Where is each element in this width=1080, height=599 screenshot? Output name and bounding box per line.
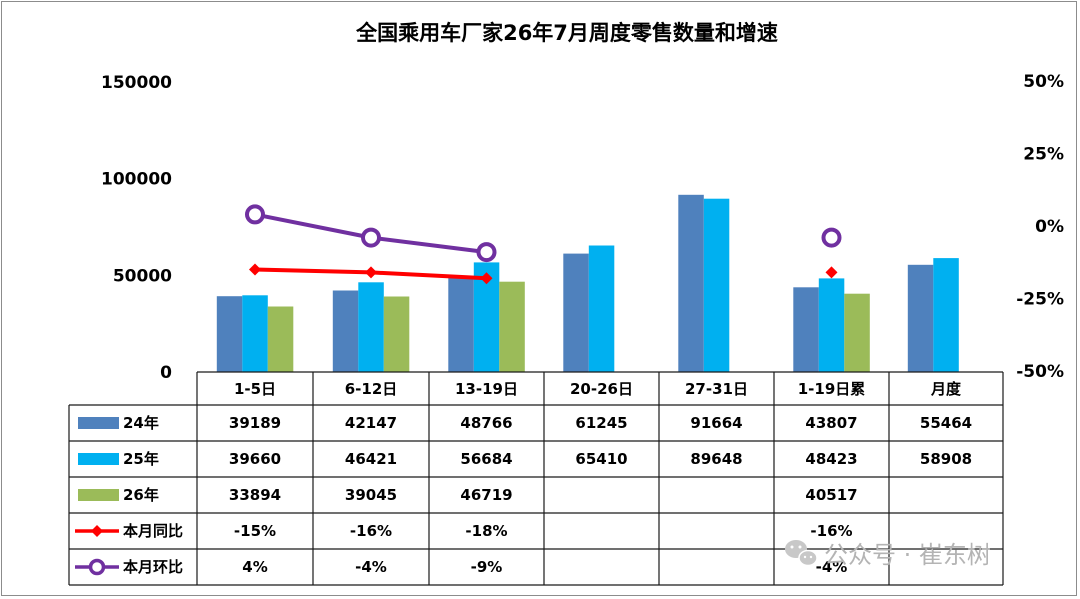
bar-24年-13-19日 <box>448 277 474 372</box>
table-value: 43807 <box>805 414 857 432</box>
y2-tick-label: -50% <box>1016 362 1064 382</box>
bar-25年-1-19日累 <box>818 278 845 372</box>
table-value: -4% <box>816 558 848 576</box>
x-category-label: 6-12日 <box>345 380 398 398</box>
legend-marker-本月环比 <box>88 558 106 576</box>
x-category-label: 13-19日 <box>455 380 518 398</box>
table-value: 39189 <box>229 414 281 432</box>
bar-26年-13-19日 <box>499 281 525 372</box>
table-value: 33894 <box>229 486 281 504</box>
point-本月同比 <box>249 263 261 276</box>
bar-25年-1-5日 <box>242 295 268 372</box>
legend-label: 25年 <box>123 450 159 468</box>
legend-label: 本月环比 <box>123 558 183 576</box>
point-本月环比 <box>821 227 842 248</box>
table-value: -15% <box>234 522 276 540</box>
table-value: 56684 <box>460 450 512 468</box>
y-tick-label: 50000 <box>113 266 172 286</box>
table-value: 42147 <box>345 414 397 432</box>
legend-key-26年 <box>78 489 119 501</box>
bar-26年-6-12日 <box>383 296 410 372</box>
bar-25年-27-31日 <box>703 198 730 372</box>
bar-24年-27-31日 <box>678 194 704 372</box>
y-tick-label: 100000 <box>101 170 172 190</box>
legend-label: 24年 <box>123 414 159 432</box>
bar-24年-1-19日累 <box>793 287 819 372</box>
x-category-label: 1-19日累 <box>798 380 866 398</box>
bars <box>216 194 959 372</box>
table-value: 89648 <box>690 450 742 468</box>
table-value: 4% <box>242 558 267 576</box>
legend-label: 本月同比 <box>123 522 183 540</box>
legend-key-24年 <box>78 417 119 429</box>
data-table: 1-5日 6-12日 13-19日 20-26日 27-31日 1-19日累 月度 24年 39… <box>68 371 1004 586</box>
bar-24年-20-26日 <box>563 253 589 372</box>
table-value: -4% <box>355 558 387 576</box>
bar-25年-6-12日 <box>358 282 384 372</box>
point-本月环比 <box>361 227 381 248</box>
y-tick-label: 0 <box>160 363 172 383</box>
bar-25年-月度 <box>933 258 959 372</box>
legend-key-25年 <box>78 453 119 465</box>
table-value: 46421 <box>345 450 397 468</box>
table-value: -18% <box>465 522 507 540</box>
table-value: 55464 <box>920 414 972 432</box>
table-value: 40517 <box>805 486 857 504</box>
table-value: 46719 <box>460 486 512 504</box>
y2-tick-label: 50% <box>1023 72 1064 92</box>
legend-label: 26年 <box>123 486 159 504</box>
table-value: -16% <box>810 522 852 540</box>
point-本月同比 <box>825 266 838 279</box>
y2-tick-label: 25% <box>1023 145 1064 165</box>
watermark-text: 公众号 · 崔东树 <box>824 541 991 569</box>
bar-26年-1-19日累 <box>844 293 870 372</box>
point-本月同比 <box>480 272 493 285</box>
point-本月环比 <box>245 204 265 225</box>
lines <box>245 204 842 285</box>
x-category-label: 1-5日 <box>234 380 276 398</box>
table-value: -9% <box>471 558 503 576</box>
y-axis-labels: 0 50000 100000 150000 <box>101 73 172 383</box>
table-value: 48766 <box>460 414 512 432</box>
x-category-label: 20-26日 <box>570 380 633 398</box>
x-category-label: 27-31日 <box>685 380 748 398</box>
y-tick-label: 150000 <box>101 73 172 93</box>
point-本月环比 <box>476 242 497 263</box>
table-value: 39660 <box>229 450 281 468</box>
wechat-icon <box>785 540 818 567</box>
table-value: 39045 <box>345 486 397 504</box>
legend-marker-本月同比 <box>91 525 103 537</box>
y2-tick-label: 0% <box>1035 217 1064 237</box>
y2-tick-label: -25% <box>1016 290 1064 310</box>
table-value: 91664 <box>690 414 742 432</box>
table-value: 58908 <box>920 450 972 468</box>
table-value: 48423 <box>805 450 857 468</box>
bar-25年-20-26日 <box>588 245 615 372</box>
watermark: 公众号 · 崔东树 <box>785 540 991 569</box>
bar-26年-1-5日 <box>267 306 294 372</box>
bar-24年-月度 <box>907 264 934 372</box>
bar-24年-6-12日 <box>332 290 359 372</box>
bar-24年-1-5日 <box>216 296 243 372</box>
table-value: 61245 <box>575 414 627 432</box>
chart-title: 全国乘用车厂家26年7月周度零售数量和增速 <box>355 21 778 45</box>
x-category-label: 月度 <box>930 380 962 398</box>
table-value: 65410 <box>575 450 627 468</box>
point-本月同比 <box>365 266 377 279</box>
table-value: -16% <box>350 522 392 540</box>
y2-axis-labels: -50% -25% 0% 25% 50% <box>1016 72 1064 382</box>
